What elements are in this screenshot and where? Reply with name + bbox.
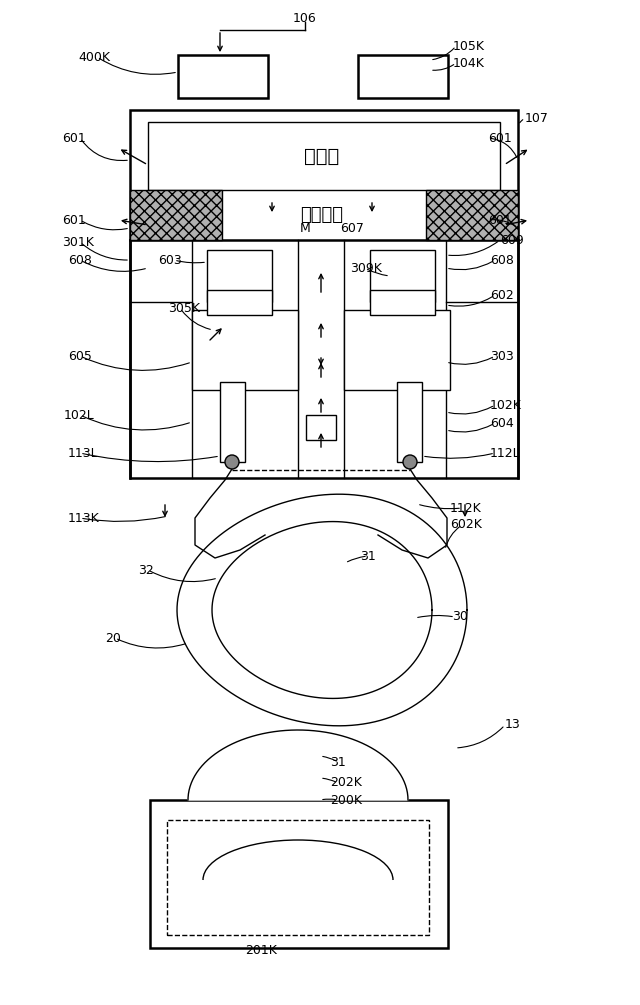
Text: 602K: 602K [450,519,482,532]
Text: 201K: 201K [245,944,277,957]
Text: 105K: 105K [453,39,485,52]
Bar [344,310,450,390]
Bar [397,382,422,462]
Bar [220,382,245,462]
Bar [130,190,222,240]
Text: 605: 605 [68,350,92,363]
Text: 102K: 102K [490,399,522,411]
Text: 608: 608 [68,253,92,266]
Text: M: M [300,221,310,234]
Text: 吸気機構: 吸気機構 [301,206,344,224]
Bar [207,290,272,315]
Text: 603: 603 [158,253,182,266]
Bar [192,310,298,390]
Bar [207,250,272,302]
Bar [150,800,448,948]
Text: 608: 608 [490,253,514,266]
Bar [370,290,435,315]
Text: 303: 303 [490,350,514,363]
Text: 20: 20 [105,631,121,644]
Text: 102L: 102L [64,408,95,421]
Bar [148,122,500,190]
Text: 107: 107 [525,112,549,125]
Bar [358,55,448,98]
Text: 607: 607 [340,221,364,234]
Bar [306,415,336,440]
Text: 309K: 309K [350,261,382,274]
Text: 601: 601 [62,213,86,226]
Text: 31: 31 [330,756,346,769]
Bar [426,190,518,240]
Bar [178,55,268,98]
Text: 113L: 113L [68,446,99,459]
Bar [167,820,429,935]
Text: 106: 106 [293,11,317,24]
Text: 13: 13 [505,719,521,732]
Text: 113K: 113K [68,512,100,525]
Text: 112L: 112L [490,446,520,459]
Polygon shape [188,730,408,800]
Circle shape [403,455,417,469]
Bar [370,250,435,302]
Text: 32: 32 [138,564,154,577]
Circle shape [225,455,239,469]
Text: 104K: 104K [453,56,485,69]
Text: 202K: 202K [330,777,362,790]
Text: 601: 601 [488,132,512,145]
Text: 301K: 301K [62,235,94,248]
Text: 609: 609 [500,233,524,246]
Polygon shape [177,494,467,726]
Text: 305K: 305K [168,302,200,315]
Bar [130,110,518,478]
Text: 400K: 400K [78,50,110,63]
Text: 112K: 112K [450,501,482,515]
Text: 604: 604 [490,416,514,429]
Text: 602: 602 [490,288,514,302]
Text: 電　源: 電 源 [305,147,340,166]
Text: 31: 31 [360,550,376,563]
Text: 601: 601 [62,132,86,145]
Text: 601: 601 [488,213,512,226]
Text: 200K: 200K [330,794,362,806]
Text: 30: 30 [452,610,468,623]
